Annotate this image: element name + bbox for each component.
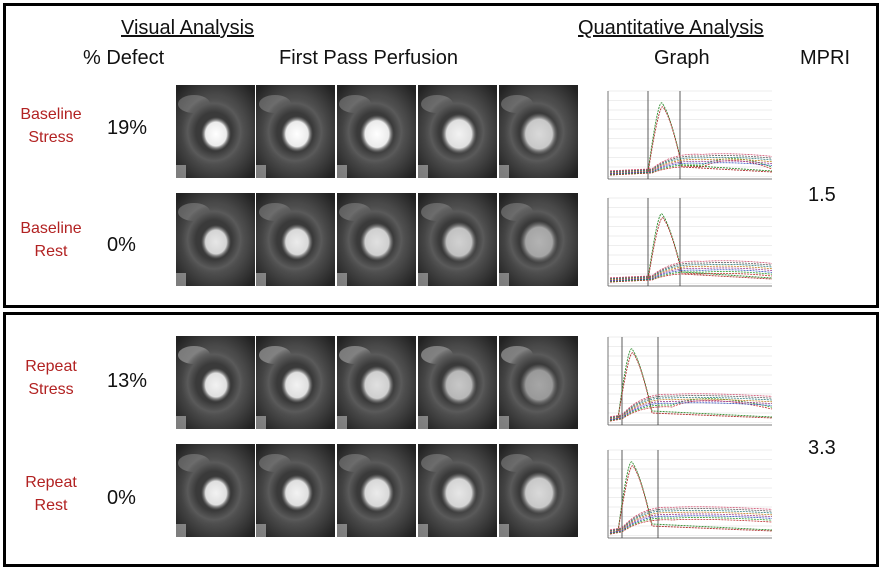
mri-frame: [256, 85, 335, 178]
row-label-line2: Stress: [28, 129, 74, 146]
defect-baseline-stress: 19%: [107, 117, 148, 139]
row-label-baseline-rest: Baseline Rest: [11, 217, 91, 263]
visual-analysis-heading: Visual Analysis: [121, 17, 255, 39]
mri-frame: [256, 193, 335, 286]
mri-frame: [499, 85, 578, 178]
mri-frame: [499, 336, 578, 429]
mri-frame: [337, 336, 416, 429]
mri-frame: [337, 193, 416, 286]
row-label-line2: Rest: [34, 497, 68, 514]
mri-frame: [337, 444, 416, 537]
perfusion-curve-graph: [600, 446, 776, 544]
mri-frame: [176, 336, 255, 429]
repeat-panel: [3, 312, 879, 567]
mri-frame: [418, 336, 497, 429]
perfusion-curve-graph: [600, 87, 776, 185]
row-label-line2: Rest: [34, 243, 68, 260]
mri-frame: [256, 336, 335, 429]
defect-repeat-rest: 0%: [107, 487, 136, 509]
row-label-line1: Repeat: [25, 358, 77, 375]
mri-frame: [176, 193, 255, 286]
mri-frame: [176, 85, 255, 178]
mri-frame: [176, 444, 255, 537]
mri-frame: [418, 85, 497, 178]
mri-frame: [337, 85, 416, 178]
row-label-baseline-stress: Baseline Stress: [11, 103, 91, 149]
defect-baseline-rest: 0%: [107, 234, 136, 256]
mri-frame: [499, 193, 578, 286]
mri-frame: [499, 444, 578, 537]
row-label-repeat-rest: Repeat Rest: [11, 471, 91, 517]
defect-repeat-stress: 13%: [107, 370, 148, 392]
baseline-panel: [3, 3, 879, 308]
graph-heading: Graph: [654, 47, 710, 69]
perfusion-curve-graph: [600, 333, 776, 431]
row-label-line1: Baseline: [20, 106, 82, 123]
mri-frame: [418, 193, 497, 286]
quantitative-analysis-heading: Quantitative Analysis: [578, 17, 764, 39]
row-label-line1: Repeat: [25, 474, 77, 491]
mpri-heading: MPRI: [800, 47, 850, 69]
row-label-repeat-stress: Repeat Stress: [11, 355, 91, 401]
row-label-line2: Stress: [28, 381, 74, 398]
mri-frame: [256, 444, 335, 537]
mpri-baseline: 1.5: [808, 184, 836, 206]
first-pass-heading: First Pass Perfusion: [279, 47, 458, 69]
mpri-repeat: 3.3: [808, 437, 836, 459]
defect-heading: % Defect: [83, 47, 165, 69]
mri-frame: [418, 444, 497, 537]
row-label-line1: Baseline: [20, 220, 82, 237]
perfusion-curve-graph: [600, 194, 776, 292]
